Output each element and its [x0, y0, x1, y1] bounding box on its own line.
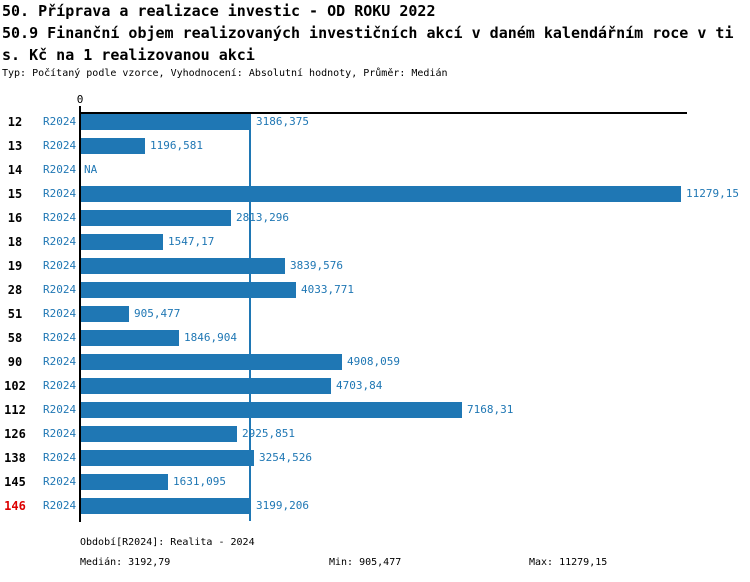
bar-16 [81, 210, 231, 226]
bar-row-14: 14 R2024 NA [0, 158, 750, 182]
row-number-label: 146 [4, 499, 26, 513]
row-number-label: 15 [7, 187, 23, 201]
row-number-label: 126 [4, 427, 26, 441]
bar-row-16: 16 R2024 2813,296 [0, 206, 750, 230]
bar-28 [81, 282, 296, 298]
row-number-label: 102 [4, 379, 26, 393]
row-number-label: 13 [7, 139, 23, 153]
row-number-label: 28 [7, 283, 23, 297]
bar-15 [81, 186, 681, 202]
bar-145 [81, 474, 168, 490]
bar-value-label: 1631,095 [173, 475, 226, 488]
bar-value-label: NA [84, 163, 98, 176]
row-number-label: 58 [7, 331, 23, 345]
bar-value-label: 3839,576 [290, 259, 343, 272]
series-label: R2024 [43, 427, 77, 440]
bar-18 [81, 234, 163, 250]
x-axis-line [79, 112, 687, 114]
row-number-label: 90 [7, 355, 23, 369]
series-label: R2024 [43, 283, 77, 296]
bar-row-15: 15 R2024 11279,15 [0, 182, 750, 206]
x-axis-zero-tick-label: 0 [76, 93, 84, 106]
bar-row-138: 138 R2024 3254,526 [0, 446, 750, 470]
bar-row-13: 13 R2024 1196,581 [0, 134, 750, 158]
series-label: R2024 [43, 163, 77, 176]
bar-row-12: 12 R2024 3186,375 [0, 110, 750, 134]
series-label: R2024 [43, 451, 77, 464]
series-label: R2024 [43, 139, 77, 152]
series-label: R2024 [43, 211, 77, 224]
series-label: R2024 [43, 499, 77, 512]
bar-row-18: 18 R2024 1547,17 [0, 230, 750, 254]
row-number-label: 14 [7, 163, 23, 177]
bar-12 [81, 114, 251, 130]
bar-row-126: 126 R2024 2925,851 [0, 422, 750, 446]
bar-rows-container: 12 R2024 3186,375 13 R2024 1196,581 14 R2024 NA 1… [0, 110, 750, 518]
chart-title-line2: 50.9 Finanční objem realizovaných invest… [2, 24, 734, 42]
bar-58 [81, 330, 179, 346]
bar-value-label: 1547,17 [168, 235, 215, 248]
bar-value-label: 4703,84 [336, 379, 383, 392]
footer-median-label: Medián: 3192,79 [80, 557, 171, 568]
series-label: R2024 [43, 355, 77, 368]
bar-value-label: 905,477 [134, 307, 181, 320]
row-number-label: 138 [4, 451, 26, 465]
bar-value-label: 11279,15 [686, 187, 739, 200]
bar-value-label: 2925,851 [242, 427, 295, 440]
row-number-label: 112 [4, 403, 26, 417]
bar-row-51: 51 R2024 905,477 [0, 302, 750, 326]
bar-value-label: 1846,904 [184, 331, 237, 344]
footer-max-label: Max: 11279,15 [529, 557, 608, 568]
bar-value-label: 4033,771 [301, 283, 354, 296]
series-label: R2024 [43, 403, 77, 416]
footer-period-label: Období[R2024]: Realita - 2024 [80, 537, 255, 548]
row-number-label: 51 [7, 307, 23, 321]
series-label: R2024 [43, 235, 77, 248]
chart-title-line3: s. Kč na 1 realizovanou akci [2, 46, 255, 64]
bar-row-112: 112 R2024 7168,31 [0, 398, 750, 422]
bar-112 [81, 402, 462, 418]
median-reference-line [249, 114, 251, 521]
series-label: R2024 [43, 259, 77, 272]
series-label: R2024 [43, 115, 77, 128]
bar-value-label: 7168,31 [467, 403, 514, 416]
bar-90 [81, 354, 342, 370]
bar-19 [81, 258, 285, 274]
bar-value-label: 3186,375 [256, 115, 309, 128]
series-label: R2024 [43, 307, 77, 320]
footer-min-label: Min: 905,477 [329, 557, 402, 568]
row-number-label: 16 [7, 211, 23, 225]
y-axis-line [79, 106, 81, 522]
bar-51 [81, 306, 129, 322]
bar-value-label: 3199,206 [256, 499, 309, 512]
bar-13 [81, 138, 145, 154]
bar-row-102: 102 R2024 4703,84 [0, 374, 750, 398]
bar-row-146: 146 R2024 3199,206 [0, 494, 750, 518]
row-number-label: 145 [4, 475, 26, 489]
chart-title-line1: 50. Příprava a realizace investic - OD R… [2, 2, 436, 20]
series-label: R2024 [43, 331, 77, 344]
bar-102 [81, 378, 331, 394]
bar-row-58: 58 R2024 1846,904 [0, 326, 750, 350]
bar-row-28: 28 R2024 4033,771 [0, 278, 750, 302]
series-label: R2024 [43, 379, 77, 392]
bar-138 [81, 450, 254, 466]
bar-126 [81, 426, 237, 442]
series-label: R2024 [43, 187, 77, 200]
chart-subtitle-meta: Typ: Počítaný podle vzorce, Vyhodnocení:… [2, 68, 448, 79]
bar-row-145: 145 R2024 1631,095 [0, 470, 750, 494]
row-number-label: 12 [7, 115, 23, 129]
bar-value-label: 4908,059 [347, 355, 400, 368]
row-number-label: 18 [7, 235, 23, 249]
bar-value-label: 3254,526 [259, 451, 312, 464]
bar-row-19: 19 R2024 3839,576 [0, 254, 750, 278]
bar-value-label: 1196,581 [150, 139, 203, 152]
bar-row-90: 90 R2024 4908,059 [0, 350, 750, 374]
bar-value-label: 2813,296 [236, 211, 289, 224]
series-label: R2024 [43, 475, 77, 488]
bar-146 [81, 498, 251, 514]
row-number-label: 19 [7, 259, 23, 273]
